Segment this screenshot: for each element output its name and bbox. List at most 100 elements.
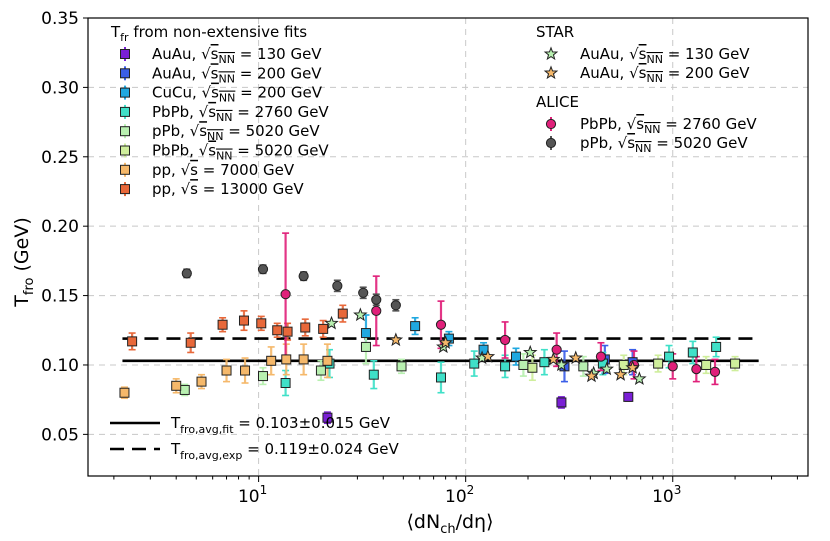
legend-marker <box>120 145 130 156</box>
fit-point <box>711 341 722 352</box>
alice-point <box>371 305 382 316</box>
markers <box>119 264 741 423</box>
fit-point <box>510 351 521 362</box>
alice-point <box>667 361 678 372</box>
legend-marker <box>545 137 557 149</box>
plot-frame <box>87 17 809 477</box>
y-ticks: 0.05 0.10 0.15 0.20 0.25 0.30 0.35 <box>41 9 88 445</box>
star-point <box>480 349 496 363</box>
fit-point <box>518 359 529 370</box>
alice-point <box>691 364 702 375</box>
fit-point <box>322 412 333 423</box>
alice-point <box>595 351 607 362</box>
fit-point <box>256 318 267 329</box>
legend-label: pp, √s = 13000 GeV <box>152 180 304 198</box>
fit-point <box>280 378 291 389</box>
star-point <box>625 360 640 374</box>
fit-point <box>360 341 371 352</box>
fit-point <box>281 354 292 365</box>
legend-marker <box>120 106 130 117</box>
fit-point <box>687 347 698 358</box>
fit-point <box>257 371 268 382</box>
star-point <box>632 371 647 386</box>
x-tick-label: 101 <box>238 483 267 507</box>
fit-point <box>266 355 277 366</box>
legend-label: CuCu, √sNN = 200 GeV <box>152 84 323 105</box>
fit-point <box>396 361 407 372</box>
fit-point <box>435 372 446 383</box>
fit-point <box>240 365 251 376</box>
fit-point <box>410 321 421 332</box>
fit-point <box>282 326 293 337</box>
x-tick-label: 103 <box>652 483 681 507</box>
fit-point <box>623 391 634 402</box>
legend-label: PbPb, √sNN = 5020 GeV <box>152 142 329 163</box>
star-point <box>388 332 404 347</box>
star-point <box>584 368 599 383</box>
fit-point <box>315 365 326 376</box>
legend-marker <box>120 164 130 175</box>
fit-point <box>127 336 138 347</box>
fit-point <box>179 384 190 395</box>
alice-point <box>435 319 447 330</box>
fit-point <box>469 358 480 369</box>
fit-point <box>500 361 511 372</box>
error-bars <box>120 232 739 425</box>
legend-marker <box>545 118 557 130</box>
legend-marker <box>543 46 559 61</box>
alice-point <box>332 280 343 291</box>
legend-label: AuAu, √sNN = 130 GeV <box>152 45 322 66</box>
legend-marker <box>543 65 559 80</box>
fit-point <box>539 357 550 368</box>
fit-point <box>618 359 629 370</box>
legend-marker <box>120 87 130 98</box>
fit-point <box>653 358 664 369</box>
fit-point <box>730 358 741 369</box>
y-axis-label: Tfro (GeV) <box>11 217 37 307</box>
legend-fits-title: Tfr from non-extensive fits <box>110 23 307 44</box>
y-tick-label: 0.35 <box>41 9 79 29</box>
fit-point <box>578 361 589 372</box>
legend-label: PbPb, √sNN = 2760 GeV <box>152 103 329 124</box>
fit-point <box>664 351 675 362</box>
alice-point <box>390 300 401 311</box>
legend-marker <box>120 184 130 195</box>
star-point <box>324 315 339 330</box>
fit-point <box>701 359 712 370</box>
legend-label: pPb, √sNN = 5020 GeV <box>152 122 320 143</box>
legend-label: AuAu, √sNN = 130 GeV <box>580 45 750 66</box>
star-point <box>522 344 538 359</box>
fit-point <box>217 319 228 330</box>
star-point <box>613 367 628 381</box>
alice-point <box>280 289 291 300</box>
legend-exp-label: Tfro,avg,exp = 0.119±0.024 GeV <box>170 440 400 462</box>
fit-point <box>360 328 371 339</box>
fit-point <box>221 365 232 376</box>
star-point <box>546 351 561 366</box>
fit-point <box>556 397 567 408</box>
star-point <box>599 361 614 376</box>
alice-point <box>709 366 721 378</box>
legend-marker <box>120 49 130 59</box>
y-tick-label: 0.10 <box>41 356 79 376</box>
x-axis-label: ⟨dNch/dη⟩ <box>407 511 494 537</box>
star-point <box>568 350 583 365</box>
legend-fit-label: Tfro,avg,fit = 0.103±0.015 GeV <box>170 414 391 436</box>
legend-label: PbPb, √sNN = 2760 GeV <box>580 115 757 136</box>
alice-point <box>358 287 369 298</box>
fit-point <box>318 323 329 334</box>
alice-point <box>257 264 269 275</box>
star-point <box>438 335 453 349</box>
legend-marker <box>120 126 130 137</box>
legend-label: AuAu, √sNN = 200 GeV <box>152 64 322 85</box>
fit-point <box>119 387 130 398</box>
star-point <box>353 307 368 322</box>
alice-point <box>181 268 192 279</box>
x-tick-label: 102 <box>445 483 474 507</box>
fit-point <box>238 315 249 326</box>
legend-lines: Tfro,avg,fit = 0.103±0.015 GeV Tfro,avg,e… <box>110 414 400 462</box>
y-tick-label: 0.30 <box>41 78 79 98</box>
y-tick-label: 0.15 <box>41 287 79 307</box>
